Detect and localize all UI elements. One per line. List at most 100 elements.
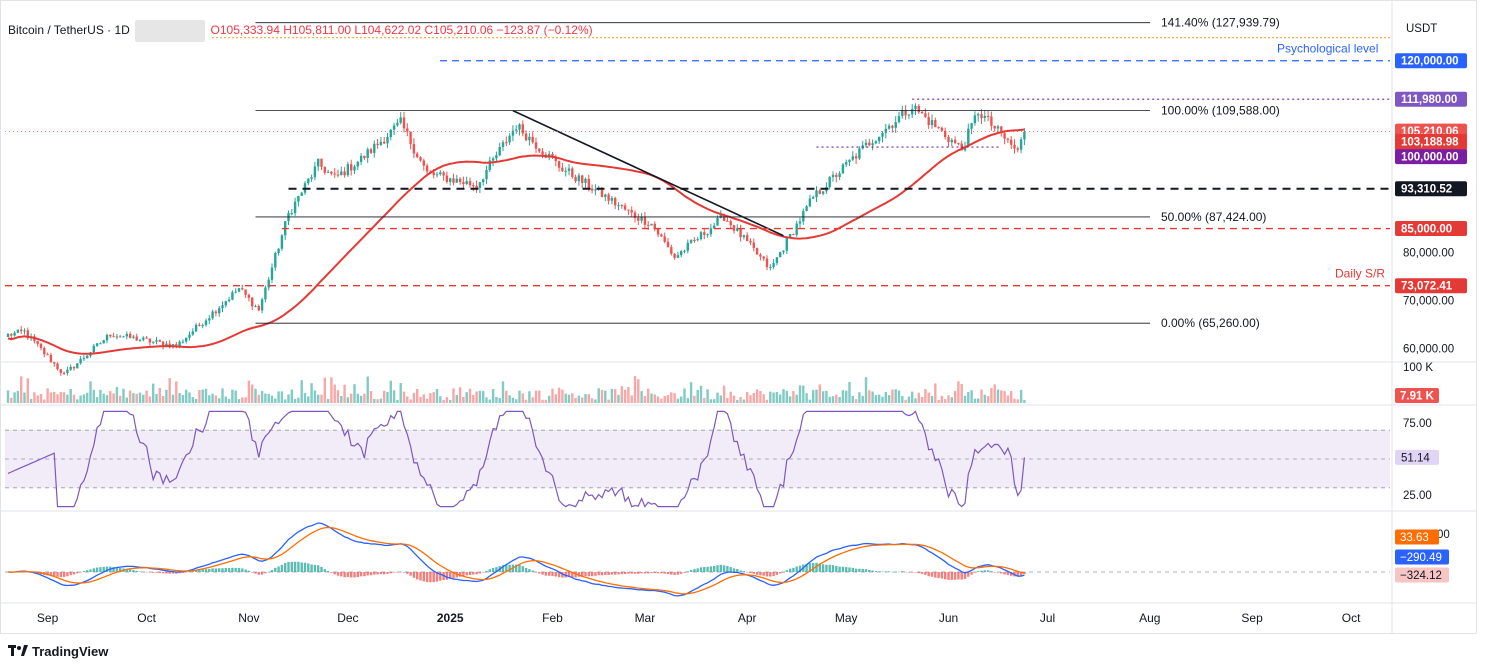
volume-bar — [326, 399, 330, 403]
macd-histogram-bar — [412, 572, 416, 578]
macd-histogram-bar — [663, 572, 666, 574]
fib-level-label: 141.40% (127,939.79) — [1161, 16, 1280, 30]
volume-bar — [300, 380, 303, 403]
candle-body — [145, 337, 148, 339]
candle-body — [155, 340, 158, 342]
volume-bar — [72, 394, 76, 403]
volume-bar — [1006, 395, 1010, 403]
volume-bar — [178, 392, 181, 403]
volume-bar — [366, 376, 369, 403]
macd-histogram-bar — [656, 572, 660, 574]
macd-histogram-bar — [571, 572, 574, 578]
macd-histogram-bar — [986, 570, 990, 572]
candle-body — [868, 142, 871, 146]
candle-body — [416, 153, 419, 158]
candle-body — [198, 324, 201, 326]
candle-body — [465, 181, 468, 184]
macd-histogram-bar — [617, 572, 620, 575]
time-axis-tick: Sep — [1241, 611, 1263, 625]
candle-body — [541, 151, 544, 155]
candle-body — [755, 248, 759, 255]
candle-body — [435, 174, 439, 176]
volume-bar — [719, 395, 722, 403]
time-axis-tick: Oct — [137, 611, 156, 625]
macd-histogram-bar — [425, 572, 429, 583]
candle-body — [564, 170, 567, 172]
candle-body — [864, 142, 868, 146]
tradingview-logo-icon — [8, 644, 28, 656]
candle-body — [373, 143, 376, 153]
volume-bar — [425, 398, 429, 403]
macd-histogram-bar — [363, 572, 366, 577]
candle-body — [808, 198, 812, 207]
candle-body — [270, 267, 274, 280]
rsi-axis-tick: 25.00 — [1403, 490, 1432, 502]
volume-bar — [917, 392, 920, 403]
volume-bar — [416, 388, 419, 403]
volume-bar — [92, 389, 95, 403]
volume-bar — [138, 392, 142, 403]
macd-histogram-bar — [135, 570, 138, 572]
volume-bar — [894, 389, 897, 403]
macd-histogram-bar — [79, 572, 82, 573]
candle-body — [970, 123, 973, 129]
macd-histogram-bar — [429, 572, 432, 583]
candle-body — [297, 195, 300, 202]
macd-histogram-bar — [178, 572, 181, 574]
macd-histogram-bar — [168, 572, 171, 574]
macd-histogram-bar — [307, 563, 310, 572]
macd-histogram-bar — [868, 569, 871, 572]
volume-bar — [528, 391, 531, 403]
macd-histogram-bar — [947, 572, 950, 580]
volume-bar — [257, 394, 260, 403]
macd-histogram-bar — [449, 572, 452, 579]
tradingview-brand[interactable]: TradingView — [8, 644, 108, 659]
candle-body — [69, 366, 72, 370]
volume-bar — [135, 393, 138, 403]
candle-body — [617, 205, 620, 207]
volume-bar — [505, 390, 508, 403]
macd-histogram-bar — [874, 571, 878, 572]
candle-body — [307, 178, 310, 184]
candle-body — [795, 223, 798, 235]
candle-body — [567, 168, 571, 171]
volume-bar — [967, 391, 970, 403]
macd-histogram-bar — [620, 572, 623, 575]
candle-body — [99, 343, 102, 345]
volume-bar — [155, 393, 158, 403]
volume-bar — [399, 383, 402, 403]
candle-body — [214, 311, 218, 314]
macd-histogram-bar — [600, 572, 604, 576]
candle-body — [234, 291, 237, 293]
volume-bar — [442, 399, 445, 403]
candle-body — [703, 232, 706, 235]
candle-body — [396, 122, 399, 126]
candle-body — [86, 355, 89, 359]
candle-body — [574, 176, 577, 182]
macd-tag-bg — [1395, 549, 1449, 565]
volume-bar — [848, 381, 851, 403]
candle-body — [204, 320, 208, 326]
macd-histogram-bar — [194, 569, 198, 572]
candle-body — [590, 188, 594, 191]
macd-histogram-bar — [402, 572, 406, 573]
candle-body — [676, 255, 680, 258]
macd-histogram-bar — [165, 572, 168, 574]
volume-bar — [871, 391, 874, 403]
candle-body — [620, 205, 623, 207]
volume-bar — [201, 389, 204, 403]
macd-histogram-bar — [821, 564, 825, 572]
macd-histogram-bar — [614, 572, 617, 575]
candle-body — [614, 198, 617, 206]
candle-body — [462, 181, 465, 184]
candle-body — [986, 115, 990, 117]
volume-bar — [805, 393, 808, 403]
candle-body — [218, 308, 221, 314]
volume-bar — [336, 390, 340, 403]
volume-bar — [161, 396, 165, 403]
macd-histogram-bar — [845, 567, 848, 572]
volume-bar — [468, 388, 472, 403]
candle-body — [934, 120, 937, 128]
macd-tag-label: −290.49 — [1400, 552, 1442, 564]
